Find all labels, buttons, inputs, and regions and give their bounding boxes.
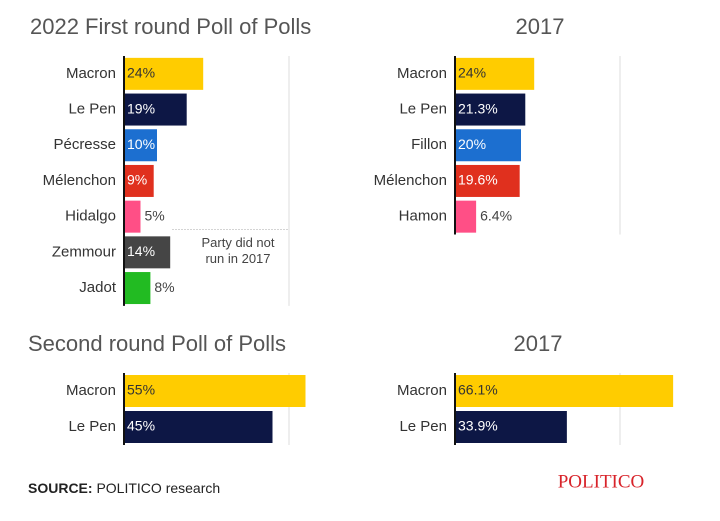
category-label: Macron <box>66 382 116 399</box>
category-label: Fillon <box>411 136 447 153</box>
value-label: 21.3% <box>458 100 498 116</box>
bar <box>124 411 273 443</box>
category-label: Hidalgo <box>65 208 116 225</box>
bar <box>124 164 154 197</box>
source: SOURCE: POLITICO research <box>28 480 220 496</box>
bar <box>124 93 187 126</box>
category-label: Pécresse <box>53 136 116 153</box>
bar <box>124 57 204 90</box>
bar <box>124 272 151 305</box>
category-label: Macron <box>66 65 116 82</box>
category-label: Le Pen <box>68 418 116 435</box>
category-label: Le Pen <box>399 101 447 118</box>
bar <box>455 375 674 407</box>
bar <box>455 411 567 443</box>
value-label: 33.9% <box>458 418 498 434</box>
category-label: Macron <box>397 65 447 82</box>
category-label: Macron <box>397 382 447 399</box>
bar <box>124 375 306 407</box>
bar <box>124 236 171 269</box>
value-label: 5% <box>145 207 165 223</box>
value-label: 66.1% <box>458 382 498 398</box>
category-label: Hamon <box>399 208 447 225</box>
annotation: run in 2017 <box>205 251 270 266</box>
source-text: POLITICO research <box>96 480 220 496</box>
bar <box>455 129 521 162</box>
chart-title: Second round Poll of Polls <box>28 331 286 356</box>
value-label: 19.6% <box>458 172 498 188</box>
value-label: 24% <box>127 65 155 81</box>
category-label: Mélenchon <box>374 172 447 189</box>
category-label: Le Pen <box>399 418 447 435</box>
category-label: Jadot <box>79 279 117 296</box>
bar <box>455 200 477 233</box>
category-label: Mélenchon <box>43 172 116 189</box>
bar <box>124 200 141 233</box>
chart-title: 2017 <box>516 14 565 39</box>
annotation: Party did not <box>202 235 275 250</box>
value-label: 14% <box>127 243 155 259</box>
value-label: 6.4% <box>480 207 512 223</box>
bar <box>455 93 526 126</box>
chart-title: 2022 First round Poll of Polls <box>30 14 311 39</box>
bar <box>124 129 157 162</box>
value-label: 24% <box>458 65 486 81</box>
value-label: 8% <box>154 279 174 295</box>
logo: POLITICO <box>558 471 645 492</box>
category-label: Le Pen <box>68 101 116 118</box>
value-label: 9% <box>127 172 147 188</box>
category-label: Zemmour <box>52 243 116 260</box>
value-label: 45% <box>127 418 155 434</box>
bar <box>455 57 535 90</box>
chart-title: 2017 <box>514 331 563 356</box>
value-label: 10% <box>127 136 155 152</box>
value-label: 19% <box>127 100 155 116</box>
source-label: SOURCE: <box>28 480 93 496</box>
value-label: 55% <box>127 382 155 398</box>
value-label: 20% <box>458 136 486 152</box>
bar <box>455 164 520 197</box>
